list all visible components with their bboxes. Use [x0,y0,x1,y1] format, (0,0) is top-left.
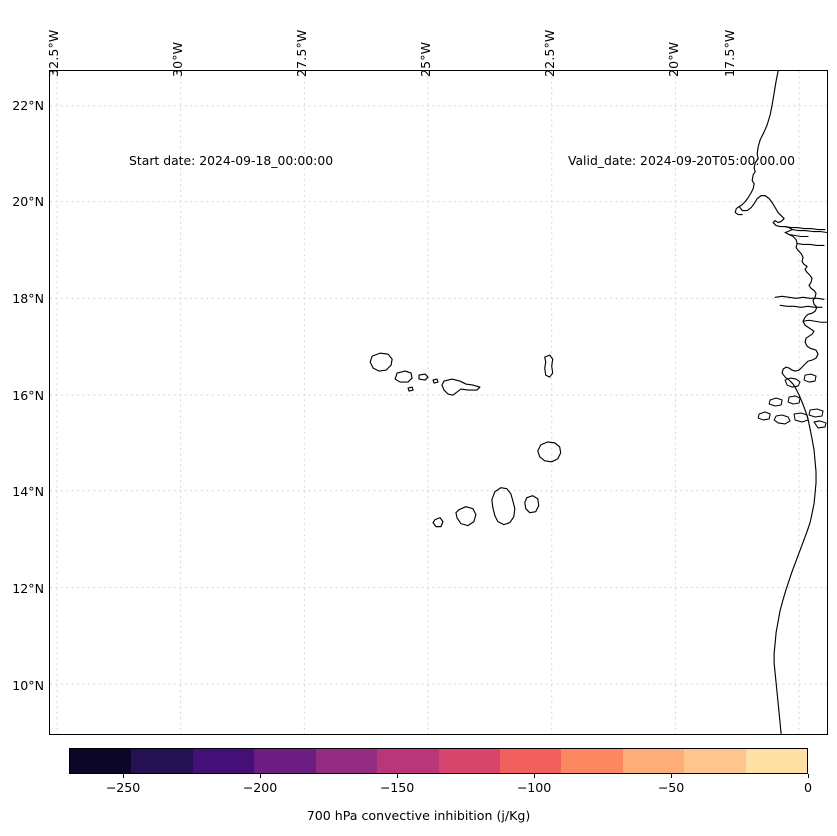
colorbar-band-0 [70,749,132,773]
colorbar-band-7 [499,749,562,773]
xtick-label-2: 27.5°W [294,29,309,77]
colorbar-band-10 [684,749,746,773]
latitude-gridlines [50,105,827,685]
colorbar-tick-mark-5 [808,774,809,778]
colorbar-band-4 [315,749,378,773]
ytick-label-5: 12°N [12,581,44,596]
colorbar-tick-mark-1 [260,774,261,778]
xtick-label-6: 17.5°W [722,29,737,77]
colorbar-tick-mark-4 [671,774,672,778]
colorbar-axis-label: 700 hPa convective inhibition (j/Kg) [306,808,531,823]
africa-coastline [738,71,819,734]
map-plot-area: Start date: 2024-09-18_00:00:00 Valid_da… [49,70,828,735]
cape-verde-barlavento [369,352,562,463]
colorbar-band-9 [622,749,685,773]
ytick-label-6: 10°N [12,678,44,693]
longitude-gridlines [56,71,800,734]
colorbar-tick-label-4: −50 [657,780,685,795]
ytick-label-0: 22°N [12,98,44,113]
xtick-label-0: 32.5°W [46,29,61,77]
ytick-label-1: 20°N [12,194,44,209]
senegal-gambia-coast [734,206,827,323]
colorbar-tick-label-0: −250 [105,780,141,795]
cape-verde-sotavento [432,487,540,528]
xtick-label-3: 25°W [418,41,433,77]
colorbar-band-8 [561,749,623,773]
colorbar-tick-mark-2 [397,774,398,778]
ytick-label-2: 18°N [12,291,44,306]
colorbar-band-3 [254,749,316,773]
colorbar[interactable] [69,748,808,774]
colorbar-tick-label-3: −100 [516,780,552,795]
start-date-annotation: Start date: 2024-09-18_00:00:00 [129,153,334,168]
colorbar-band-6 [438,749,500,773]
colorbar-tick-label-1: −200 [242,780,278,795]
xtick-label-5: 20°W [666,41,681,77]
map-svg [50,71,827,734]
bijagos-islands [757,373,827,429]
colorbar-tick-label-5: 0 [803,780,813,795]
xtick-label-4: 22.5°W [542,29,557,77]
colorbar-band-1 [131,749,193,773]
colorbar-tick-mark-0 [123,774,124,778]
colorbar-band-11 [745,749,808,773]
xtick-label-1: 30°W [170,41,185,77]
colorbar-tick-mark-3 [534,774,535,778]
valid-date-annotation: Valid_date: 2024-09-20T05:00:00.00 [567,153,795,168]
colorbar-band-2 [192,749,255,773]
colorbar-band-5 [377,749,439,773]
ytick-label-4: 14°N [12,484,44,499]
ytick-label-3: 16°N [12,388,44,403]
colorbar-tick-label-2: −150 [379,780,415,795]
